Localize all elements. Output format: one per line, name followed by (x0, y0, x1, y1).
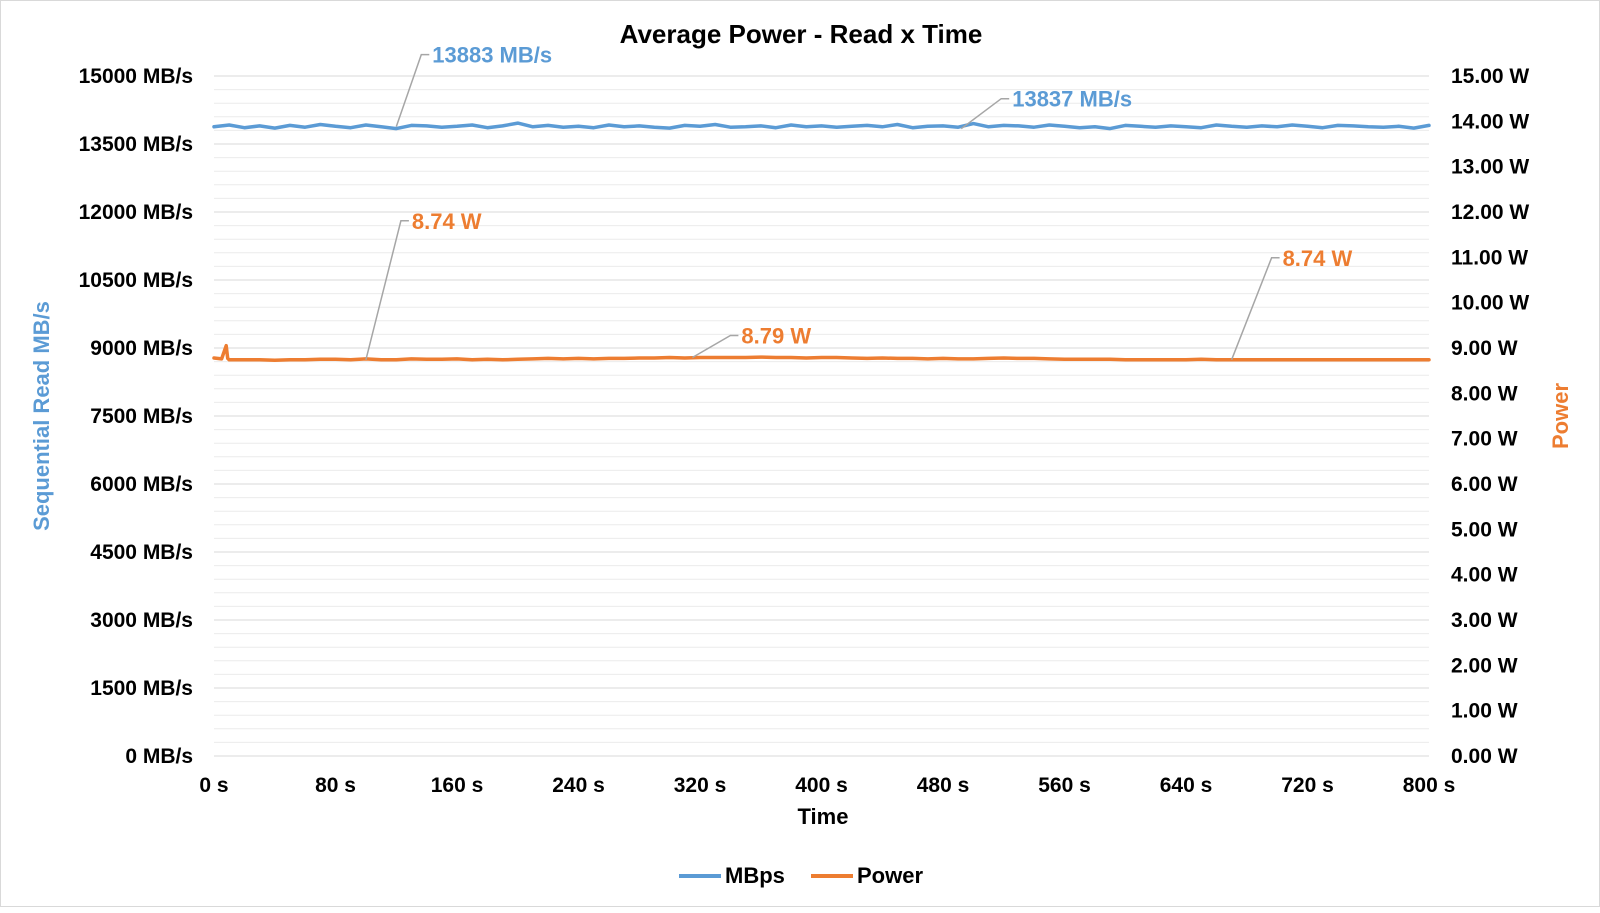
left-y-tick-label: 3000 MB/s (90, 609, 193, 632)
annotation-leader-line (365, 220, 409, 360)
x-tick-label: 240 s (552, 774, 605, 797)
left-y-axis-label: Sequential Read MB/s (29, 301, 54, 531)
data-label: 13883 MB/s (432, 43, 552, 68)
left-y-tick-label: 1500 MB/s (90, 677, 193, 700)
left-y-tick-label: 10500 MB/s (79, 269, 193, 292)
legend-label-power: Power (857, 863, 923, 888)
right-y-tick-label: 2.00 W (1451, 654, 1518, 677)
series-line-power (212, 343, 1431, 362)
x-tick-label: 560 s (1038, 774, 1091, 797)
right-y-tick-label: 0.00 W (1451, 745, 1518, 768)
x-tick-label: 160 s (431, 774, 484, 797)
x-tick-label: 320 s (674, 774, 727, 797)
data-label: 8.74 W (1283, 246, 1353, 271)
right-y-tick-label: 1.00 W (1451, 700, 1518, 723)
chart-title: Average Power - Read x Time (620, 19, 983, 49)
x-tick-label: 640 s (1160, 774, 1213, 797)
left-y-tick-label: 9000 MB/s (90, 337, 193, 360)
left-y-tick-label: 15000 MB/s (79, 65, 193, 88)
x-tick-label: 480 s (917, 774, 970, 797)
right-y-tick-label: 4.00 W (1451, 564, 1518, 587)
right-y-axis-label: Power (1548, 383, 1573, 449)
x-axis-label: Time (798, 804, 849, 829)
right-y-tick-label: 3.00 W (1451, 609, 1518, 632)
data-label: 8.79 W (741, 324, 811, 349)
legend-label-mbps: MBps (725, 863, 785, 888)
right-y-tick-label: 5.00 W (1451, 518, 1518, 541)
data-label: 13837 MB/s (1012, 87, 1132, 112)
x-tick-label: 400 s (795, 774, 848, 797)
right-y-tick-label: 7.00 W (1451, 428, 1518, 451)
right-y-tick-label: 9.00 W (1451, 337, 1518, 360)
right-y-tick-label: 10.00 W (1451, 292, 1529, 315)
x-tick-label: 800 s (1403, 774, 1456, 797)
left-y-tick-label: 6000 MB/s (90, 473, 193, 496)
legend: MBps Power (679, 863, 923, 888)
right-y-tick-label: 15.00 W (1451, 65, 1529, 88)
left-y-tick-label: 0 MB/s (125, 745, 193, 768)
right-y-tick-label: 6.00 W (1451, 473, 1518, 496)
left-y-ticks: 0 MB/s 1500 MB/s 3000 MB/s 4500 MB/s 6000 MB… (79, 65, 193, 768)
gridlines (214, 75, 1429, 757)
annotation-leader-line (692, 334, 739, 359)
left-y-tick-label: 12000 MB/s (79, 201, 193, 224)
right-y-tick-label: 8.00 W (1451, 382, 1518, 405)
series-lines (212, 121, 1431, 362)
annotation-leader-line (395, 53, 430, 127)
x-ticks: 0 s 80 s 160 s 240 s 320 s 400 s 480 s 560 s 640… (199, 774, 1455, 797)
annotations: 13883 MB/s 13837 MB/s 8.74 W 8.79 W 8.74 W (365, 43, 1353, 361)
right-y-tick-label: 14.00 W (1451, 110, 1529, 133)
x-tick-label: 720 s (1281, 774, 1334, 797)
left-y-tick-label: 4500 MB/s (90, 541, 193, 564)
x-tick-label: 80 s (315, 774, 356, 797)
right-y-tick-label: 11.00 W (1451, 246, 1528, 269)
right-y-tick-label: 13.00 W (1451, 156, 1529, 179)
right-y-ticks: 0.00 W 1.00 W 2.00 W 3.00 W 4.00 W 5.00 W 6.00… (1451, 65, 1529, 768)
right-y-tick-label: 12.00 W (1451, 201, 1529, 224)
series-line-mbps (212, 121, 1431, 131)
left-y-tick-label: 13500 MB/s (79, 133, 193, 156)
annotation-leader-line (1230, 257, 1280, 361)
annotation-leader-line (960, 97, 1010, 130)
left-y-tick-label: 7500 MB/s (90, 405, 193, 428)
data-label: 8.74 W (412, 209, 482, 234)
x-tick-label: 0 s (199, 774, 228, 797)
